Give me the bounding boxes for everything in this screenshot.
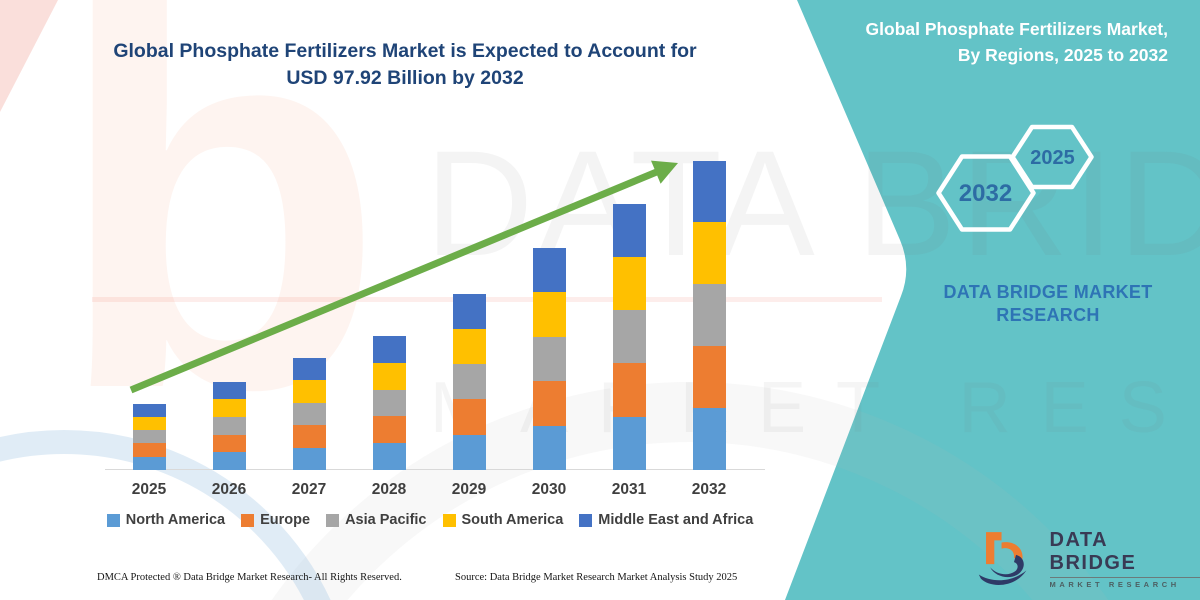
hexagon-2025	[1010, 124, 1094, 190]
panel-heading-line2: By Regions, 2025 to 2032	[957, 45, 1168, 66]
logo-text-block: DATA BRIDGE MARKET RESEARCH	[1049, 529, 1200, 589]
x-axis-line	[105, 469, 765, 470]
panel-heading-line1: Global Phosphate Fertilizers Market,	[865, 19, 1168, 39]
data-bridge-logo: DATA BRIDGE MARKET RESEARCH	[976, 529, 1200, 589]
panel-heading: Global Phosphate Fertilizers Market, By …	[805, 16, 1168, 69]
legend-swatch	[241, 513, 255, 527]
logo-tagline: MARKET RESEARCH	[1049, 580, 1180, 589]
watermark-text-row2: MARKET RESEARCH	[430, 368, 1200, 448]
chart-title-line2: USD 97.92 Billion by 2032	[286, 67, 524, 90]
legend-label: Middle East and Africa	[598, 512, 754, 528]
legend-label: Europe	[260, 512, 311, 528]
hexagon-2032	[936, 154, 1036, 232]
brand-text-line2: RESEARCH	[996, 304, 1100, 325]
hexagon-2025-label: 2025	[1030, 147, 1075, 169]
legend-item-europe: Europe	[241, 512, 310, 528]
brand-text: DATA BRIDGE MARKET RESEARCH	[900, 281, 1196, 326]
legend-item-south-america: South America	[442, 512, 564, 528]
legend-item-asia-pacific: Asia Pacific	[326, 512, 427, 528]
logo-b-stem	[986, 532, 1002, 565]
legend-swatch	[442, 513, 456, 527]
hexagon-2032-label: 2032	[959, 180, 1012, 207]
logo-b-bowl-navy	[990, 554, 1024, 578]
legend-label: North America	[125, 512, 226, 528]
chart-title: Global Phosphate Fertilizers Market is E…	[85, 38, 725, 93]
legend-label: Asia Pacific	[345, 512, 427, 528]
chart-legend: North America Europe Asia Pacific South Ame…	[88, 512, 772, 528]
legend-swatch	[326, 513, 340, 527]
footer-dmca-text: DMCA Protected ® Data Bridge Market Rese…	[97, 572, 402, 583]
logo-swoosh	[978, 570, 1027, 585]
legend-item-north-america: North America	[106, 512, 226, 528]
legend-swatch	[106, 513, 120, 527]
data-bridge-logo-icon	[978, 532, 1027, 585]
year-hexagons: 2032 2025	[936, 124, 1094, 232]
logo-name: DATA BRIDGE	[1049, 529, 1137, 574]
legend-swatch	[579, 513, 593, 527]
brand-text-line1: DATA BRIDGE MARKET	[943, 282, 1153, 302]
chart-title-line1: Global Phosphate Fertilizers Market is E…	[113, 40, 697, 62]
legend-item-middle-east-and-africa: Middle East and Africa	[579, 512, 753, 528]
footer-source-text: Source: Data Bridge Market Research Mark…	[455, 572, 738, 583]
logo-divider	[1049, 577, 1200, 578]
watermark-red-line	[92, 297, 882, 302]
legend-label: South America	[461, 512, 564, 528]
